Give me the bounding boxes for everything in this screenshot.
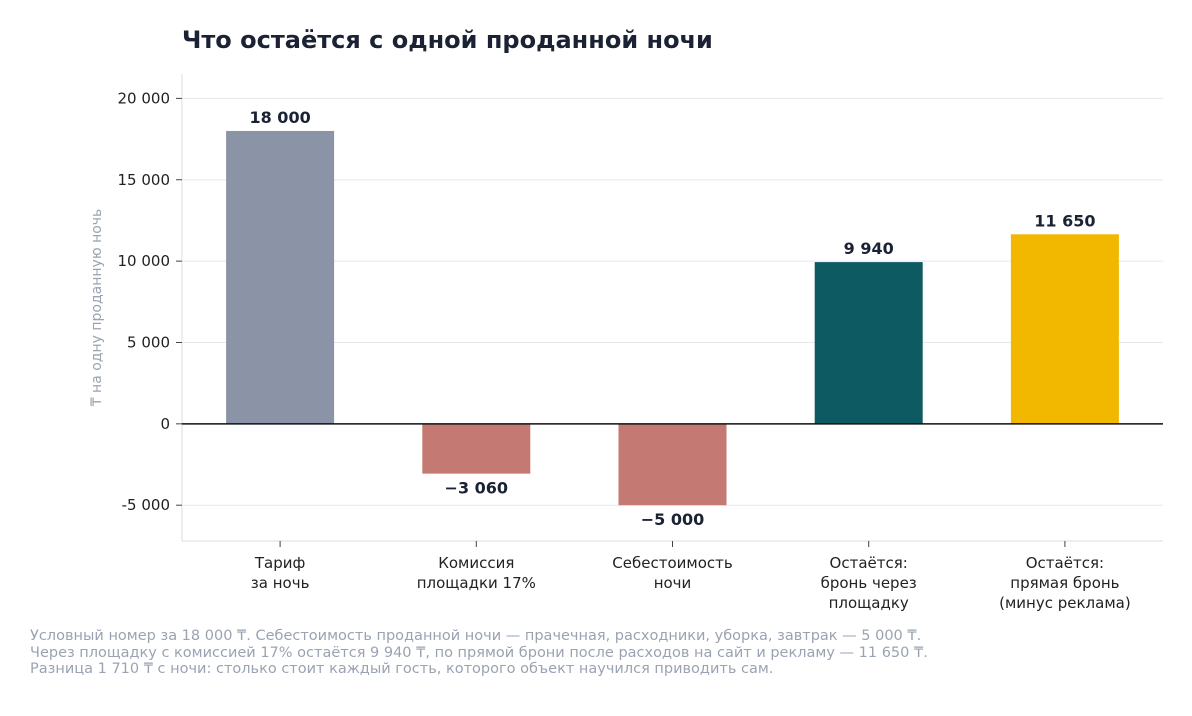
bar-chart: Что остаётся с одной проданной ночи -5 0… xyxy=(89,26,1163,612)
x-tick-label: Остаётся: xyxy=(1026,554,1104,572)
x-tick-label: Себестоимость xyxy=(612,554,732,572)
bar xyxy=(422,423,531,474)
y-tick-label: 15 000 xyxy=(118,171,171,189)
x-tick-label: Остаётся: xyxy=(830,554,908,572)
data-label: 18 000 xyxy=(249,108,310,127)
bar xyxy=(814,262,923,424)
bar xyxy=(226,130,335,424)
y-tick-label: -5 000 xyxy=(122,496,170,514)
x-tick-label: Комиссия xyxy=(438,554,514,572)
data-label: 9 940 xyxy=(844,239,894,258)
y-axis-label: ₸ на одну проданную ночь xyxy=(89,209,105,407)
x-tick-label: (минус реклама) xyxy=(999,594,1131,612)
x-tick-label: бронь через xyxy=(821,574,917,592)
x-tick-label: ночи xyxy=(654,574,692,592)
x-tick-label: за ночь xyxy=(251,574,310,592)
y-tick-label: 20 000 xyxy=(118,89,171,107)
x-tick-label: площадки 17% xyxy=(417,574,536,592)
y-tick-label: 10 000 xyxy=(118,252,171,270)
bar xyxy=(1010,234,1119,424)
footnote: Условный номер за 18 000 ₸. Себестоимост… xyxy=(30,628,1170,678)
chart-title: Что остаётся с одной проданной ночи xyxy=(182,26,713,54)
footnote-line-1: Условный номер за 18 000 ₸. Себестоимост… xyxy=(30,628,922,644)
footnote-line-2: Через площадку с комиссией 17% остаётся … xyxy=(30,644,928,661)
footnote-line-3: Разница 1 710 ₸ с ночи: столько стоит ка… xyxy=(30,661,774,677)
x-tick-label: Тариф xyxy=(254,554,305,572)
y-tick-label: 5 000 xyxy=(127,333,170,351)
data-label: 11 650 xyxy=(1034,211,1095,230)
x-tick-label: площадку xyxy=(829,594,909,612)
plot-area: -5 000 0 5 000 10 000 15 000 20 000 ₸ на одну … xyxy=(89,74,1163,612)
x-tick-label: прямая бронь xyxy=(1010,574,1119,592)
data-label: −5 000 xyxy=(641,510,705,529)
data-label: −3 060 xyxy=(445,479,509,498)
bar xyxy=(618,423,727,506)
y-tick-label: 0 xyxy=(160,415,170,433)
